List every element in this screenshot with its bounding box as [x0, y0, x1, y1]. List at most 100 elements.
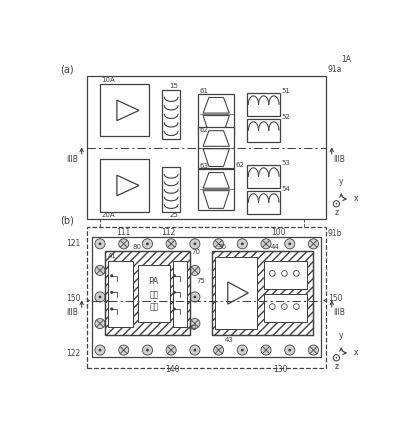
Text: 61: 61: [200, 87, 208, 94]
Text: 150: 150: [328, 294, 343, 303]
Text: y: y: [339, 331, 344, 340]
Circle shape: [241, 349, 244, 352]
Circle shape: [237, 345, 247, 355]
Text: x: x: [354, 349, 358, 357]
Bar: [264, 294, 307, 322]
Text: 30: 30: [217, 244, 226, 250]
Circle shape: [173, 307, 176, 310]
Text: 53: 53: [282, 160, 291, 166]
Circle shape: [190, 266, 200, 275]
Text: 15: 15: [170, 83, 178, 89]
Circle shape: [336, 357, 337, 359]
Bar: [264, 261, 307, 289]
Circle shape: [142, 345, 153, 355]
Circle shape: [190, 292, 200, 302]
Circle shape: [190, 345, 200, 355]
Circle shape: [99, 296, 102, 298]
Circle shape: [166, 345, 176, 355]
Circle shape: [173, 291, 176, 294]
Text: 75: 75: [197, 278, 205, 284]
Text: 140: 140: [165, 365, 180, 374]
Circle shape: [213, 239, 224, 249]
Text: 62: 62: [200, 127, 208, 133]
Bar: [105, 251, 190, 335]
Text: 70: 70: [192, 249, 201, 255]
Text: 62: 62: [236, 162, 244, 167]
Text: 1A: 1A: [341, 55, 351, 63]
Text: z: z: [334, 208, 339, 217]
Text: 112: 112: [161, 228, 175, 237]
Bar: [173, 261, 187, 327]
Text: y: y: [339, 177, 344, 186]
Text: 150: 150: [66, 294, 80, 303]
Text: 63: 63: [200, 163, 208, 169]
Circle shape: [213, 345, 224, 355]
Circle shape: [261, 345, 271, 355]
Circle shape: [237, 239, 247, 249]
Circle shape: [146, 349, 149, 352]
Circle shape: [119, 345, 129, 355]
Text: 44: 44: [271, 244, 279, 250]
Text: 25: 25: [170, 212, 178, 218]
Text: IIIB: IIIB: [66, 308, 78, 317]
Text: (b): (b): [60, 216, 74, 226]
Text: 10A: 10A: [102, 77, 115, 83]
Bar: [247, 119, 280, 142]
Bar: [198, 127, 234, 168]
Text: IIIB: IIIB: [333, 308, 345, 317]
Bar: [87, 227, 326, 368]
Circle shape: [333, 201, 339, 207]
Circle shape: [119, 239, 129, 249]
Bar: [92, 237, 322, 357]
Circle shape: [333, 355, 339, 361]
Text: 电路: 电路: [149, 302, 158, 311]
Circle shape: [241, 242, 244, 245]
Circle shape: [95, 292, 105, 302]
Circle shape: [146, 242, 149, 245]
Circle shape: [336, 203, 337, 205]
Text: 121: 121: [66, 239, 80, 248]
Circle shape: [193, 349, 196, 352]
Bar: [138, 266, 170, 322]
Circle shape: [190, 318, 200, 329]
Circle shape: [308, 345, 319, 355]
Circle shape: [308, 239, 319, 249]
Text: PA: PA: [149, 277, 159, 286]
Text: z: z: [334, 362, 339, 371]
Text: 51: 51: [282, 88, 291, 94]
Circle shape: [99, 349, 102, 352]
Circle shape: [193, 242, 196, 245]
Circle shape: [285, 345, 295, 355]
Circle shape: [95, 345, 105, 355]
Text: 42: 42: [188, 325, 197, 330]
Circle shape: [193, 296, 196, 298]
Bar: [247, 191, 280, 214]
Text: (a): (a): [60, 64, 74, 74]
Circle shape: [288, 349, 291, 352]
Circle shape: [166, 239, 176, 249]
Circle shape: [285, 239, 295, 249]
Text: 130: 130: [273, 365, 287, 374]
Circle shape: [110, 274, 113, 278]
Bar: [212, 251, 313, 335]
Bar: [247, 165, 280, 188]
Text: 54: 54: [282, 186, 290, 192]
Circle shape: [110, 307, 113, 310]
Circle shape: [95, 266, 105, 275]
Circle shape: [95, 318, 105, 329]
Circle shape: [95, 239, 105, 249]
Bar: [105, 251, 190, 335]
Text: 100: 100: [271, 228, 286, 237]
Bar: [247, 93, 280, 116]
Bar: [87, 75, 326, 219]
Circle shape: [173, 274, 176, 278]
Text: 111: 111: [117, 228, 131, 237]
Circle shape: [261, 239, 271, 249]
Circle shape: [190, 239, 200, 249]
Text: 91b: 91b: [328, 229, 342, 238]
Text: x: x: [354, 194, 358, 203]
Text: 20A: 20A: [102, 212, 115, 218]
Bar: [100, 159, 149, 212]
Bar: [198, 169, 234, 210]
Text: 控制: 控制: [149, 290, 158, 299]
